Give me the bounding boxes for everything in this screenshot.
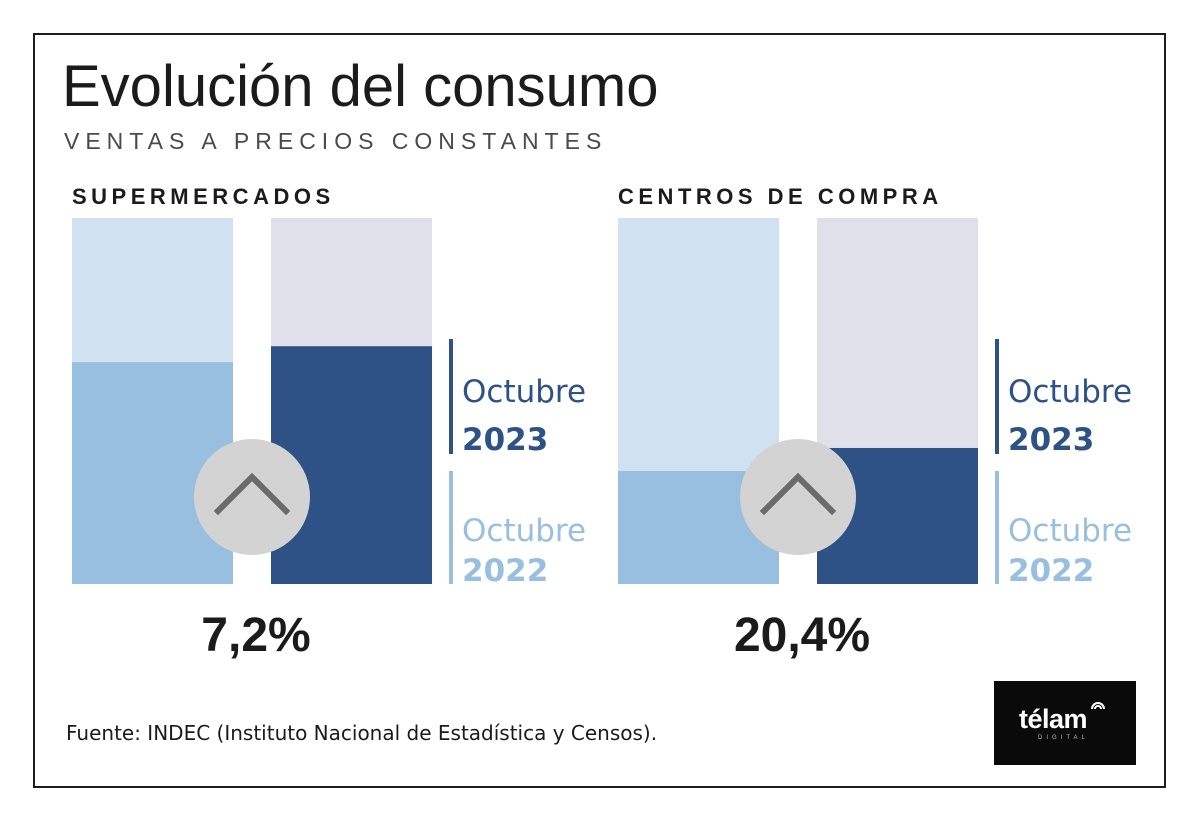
- indicator-circle: [194, 439, 310, 555]
- legend-month-2022: Octubre: [1008, 513, 1133, 549]
- legend-year-2023: 2023: [1008, 422, 1095, 458]
- source-note: Fuente: INDEC (Instituto Nacional de Est…: [66, 721, 658, 745]
- legend-month-2022: Octubre: [462, 513, 587, 549]
- page-subtitle: VENTAS A PRECIOS CONSTANTES: [64, 128, 608, 154]
- legend-marker-2023: [449, 339, 453, 454]
- legend-month-2023: Octubre: [1008, 374, 1133, 410]
- legend-marker-2023: [995, 339, 999, 454]
- legend-marker-2022: [995, 471, 999, 584]
- panel-title-supermercados: SUPERMERCADOS: [72, 184, 335, 209]
- page-title: Evolución del consumo: [62, 54, 659, 119]
- legend-year-2023: 2023: [462, 422, 549, 458]
- logo-subtitle: DIGITAL: [1038, 735, 1089, 741]
- arrow-up-icon: [213, 472, 291, 516]
- legend-month-2023: Octubre: [462, 374, 587, 410]
- legend-marker-2022: [449, 471, 453, 584]
- arrow-up-icon: [759, 472, 837, 516]
- change-label-centros-de-compra: 20,4%: [733, 609, 871, 662]
- indicator-circle: [740, 439, 856, 555]
- logo-wordmark: télam: [1019, 704, 1088, 734]
- panel-title-centros-de-compra: CENTROS DE COMPRA: [618, 184, 943, 209]
- signal-waves-icon: [1091, 702, 1105, 710]
- telam-logo: télam DIGITAL: [994, 681, 1136, 765]
- legend-year-2022: 2022: [462, 553, 549, 589]
- change-label-supermercados: 7,2%: [201, 609, 311, 662]
- legend-year-2022: 2022: [1008, 553, 1095, 589]
